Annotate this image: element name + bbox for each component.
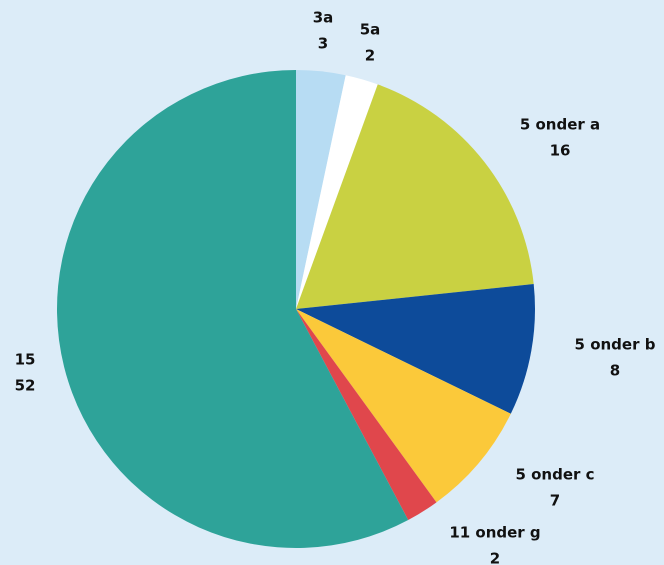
pie-slice: [296, 75, 378, 310]
slice-value: 3: [318, 35, 328, 53]
slice-label: 5a: [360, 21, 381, 39]
slice-value: 2: [365, 47, 375, 65]
slice-label: 11 onder g: [449, 524, 540, 542]
pie-slice: [296, 84, 534, 309]
pie-slice: [296, 309, 511, 503]
slice-value: 52: [15, 377, 36, 395]
pie-slice: [296, 284, 535, 414]
slice-value: 16: [550, 142, 571, 160]
slice-label: 5 onder c: [515, 466, 594, 484]
pie-slice: [296, 309, 437, 521]
pie-slice: [296, 70, 346, 309]
slice-label: 3a: [313, 9, 334, 27]
slice-label: 5 onder b: [575, 336, 656, 354]
slice-label: 15: [15, 351, 36, 369]
slice-value: 7: [550, 492, 560, 510]
slice-value: 8: [610, 362, 620, 380]
slice-value: 2: [490, 550, 500, 565]
slice-label: 5 onder a: [520, 116, 600, 134]
pie-slice: [56, 70, 409, 548]
